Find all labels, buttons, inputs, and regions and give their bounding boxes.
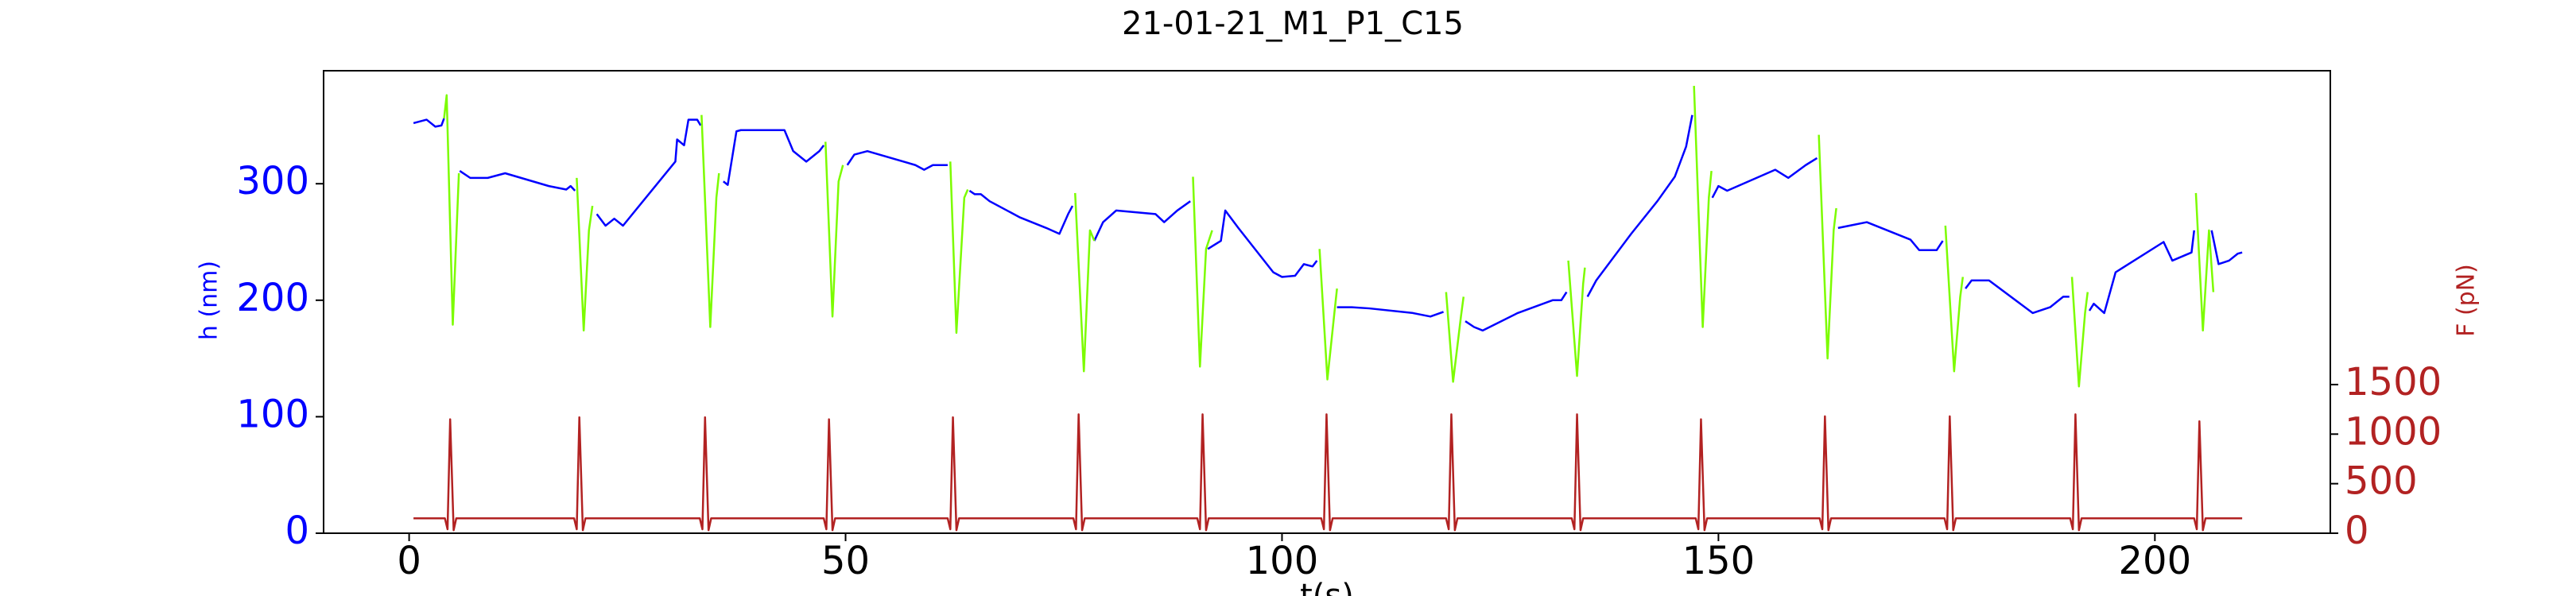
y-tick-label: 300 xyxy=(236,159,309,203)
x-tick-label: 50 xyxy=(821,539,870,583)
y2-tick-label: 1000 xyxy=(2345,409,2442,454)
plot-frame xyxy=(323,70,2331,534)
y2-tick-label: 0 xyxy=(2345,509,2369,553)
x-tick-label: 150 xyxy=(1682,539,1755,583)
y-tick-label: 100 xyxy=(236,392,309,436)
y-axis-label: h (nm) xyxy=(196,261,223,340)
data-line xyxy=(443,86,2215,388)
data-line xyxy=(413,413,2243,532)
x-tick-label: 200 xyxy=(2119,539,2192,583)
x-axis-label: t(s) xyxy=(1300,578,1354,596)
y2-axis-label: F (pN) xyxy=(2453,264,2481,337)
y2-tick-label: 500 xyxy=(2345,459,2418,504)
chart-title: 21-01-21_M1_P1_C15 xyxy=(1122,6,1464,42)
x-tick-label: 100 xyxy=(1246,539,1319,583)
x-tick-label: 0 xyxy=(397,539,421,583)
data-line xyxy=(413,114,2243,332)
y2-tick-label: 1500 xyxy=(2345,360,2442,404)
y-tick-label: 200 xyxy=(236,276,309,320)
y-tick-label: 0 xyxy=(285,509,309,553)
